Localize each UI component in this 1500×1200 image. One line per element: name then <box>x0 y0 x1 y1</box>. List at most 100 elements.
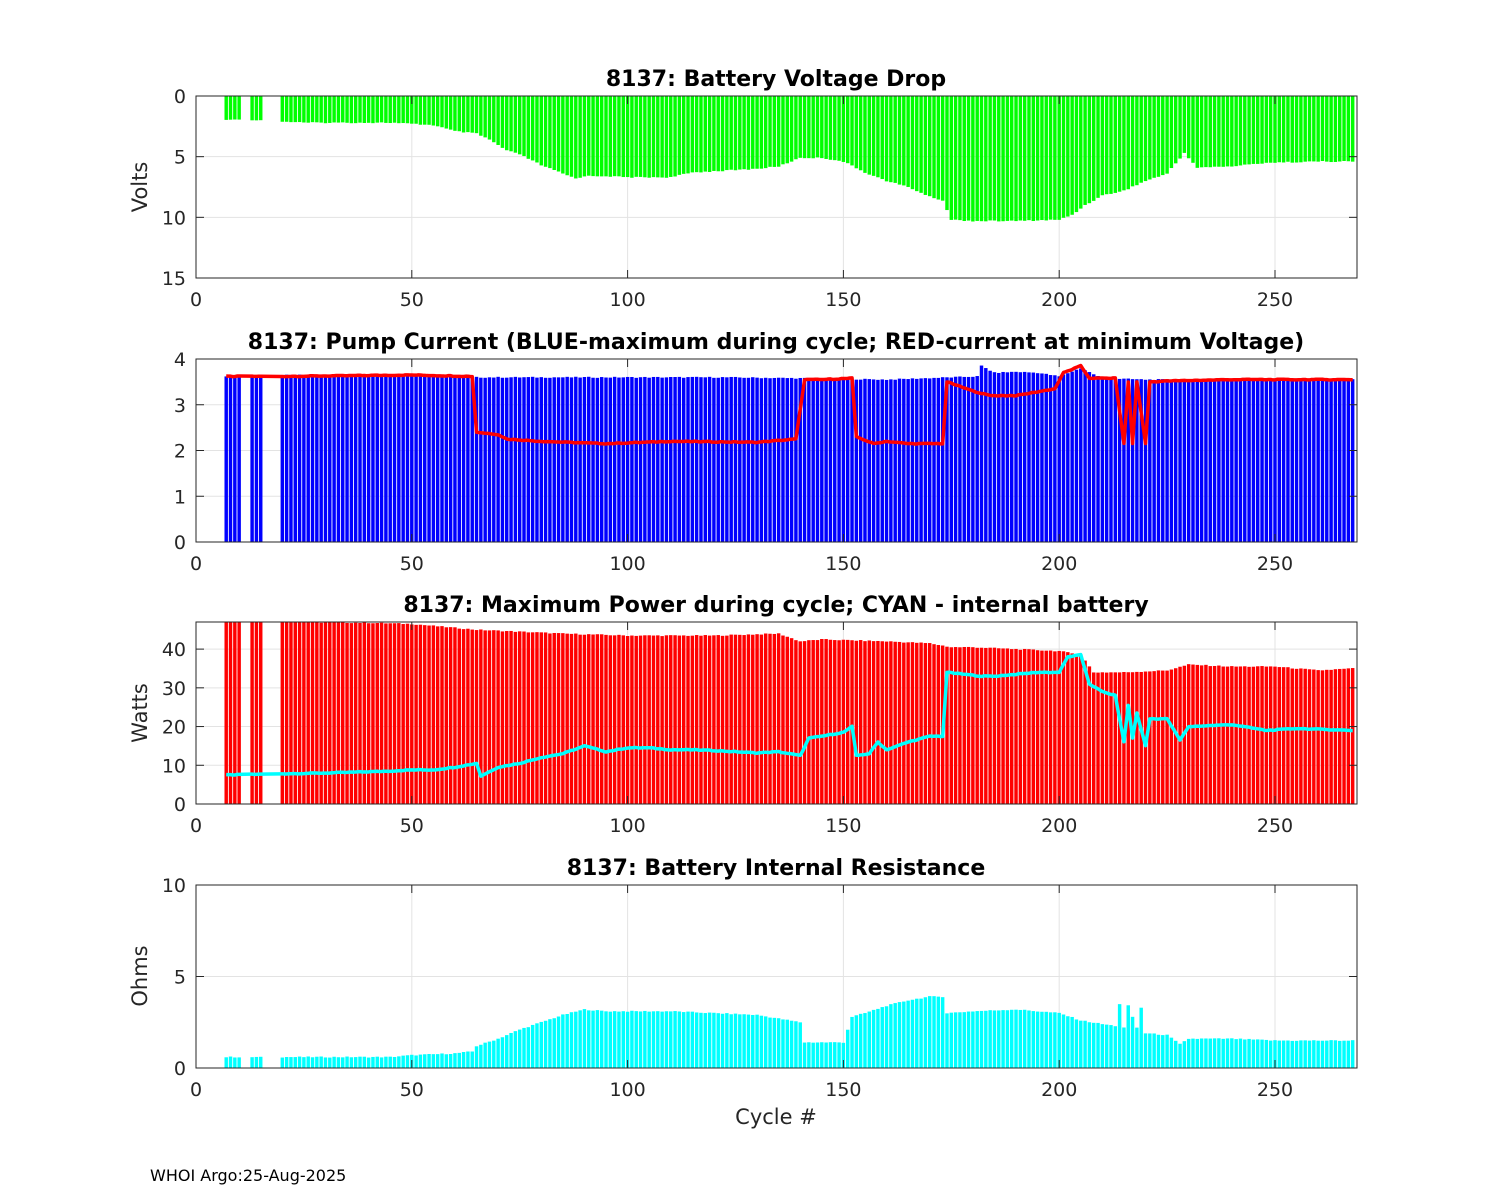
data-bar <box>1169 379 1174 542</box>
data-bar <box>388 375 392 542</box>
data-bar <box>1022 371 1027 542</box>
data-bar <box>915 998 919 1068</box>
data-bar <box>893 1003 897 1068</box>
data-bar <box>1320 379 1325 542</box>
data-bar <box>543 632 548 804</box>
data-bar <box>1148 96 1152 180</box>
data-bar <box>323 375 328 542</box>
data-bar <box>634 635 638 804</box>
data-bar <box>1212 96 1217 167</box>
data-bar <box>1268 666 1273 804</box>
data-bar <box>858 640 863 804</box>
data-bar <box>867 379 872 542</box>
data-bar <box>574 1011 578 1068</box>
data-bar <box>254 1056 259 1068</box>
data-bar <box>1169 1037 1174 1068</box>
data-bar <box>643 376 647 542</box>
data-bar <box>1191 664 1195 804</box>
data-bar <box>483 377 487 542</box>
data-bar <box>1178 666 1182 804</box>
data-bar <box>824 1042 828 1068</box>
data-bar <box>759 96 764 169</box>
data-bar <box>401 1055 405 1068</box>
data-bar <box>751 377 755 542</box>
data-bar <box>1027 649 1031 804</box>
data-bar <box>915 96 919 192</box>
data-bar <box>513 631 518 804</box>
data-bar <box>392 623 397 804</box>
data-bar <box>297 96 302 123</box>
data-bar <box>505 96 509 151</box>
data-bar <box>833 378 837 542</box>
data-bar <box>280 622 285 804</box>
data-bar <box>712 1012 716 1068</box>
data-bar <box>837 96 841 161</box>
data-bar <box>1199 96 1204 168</box>
data-bar <box>1290 96 1294 163</box>
data-bar <box>302 622 306 804</box>
data-bar <box>677 1011 682 1068</box>
y-tick-label: 5 <box>174 147 186 169</box>
marks-current <box>224 363 1355 542</box>
data-bar <box>1109 1025 1113 1068</box>
data-bar <box>664 1011 669 1068</box>
data-bar <box>556 1016 561 1068</box>
data-bar <box>1169 669 1174 804</box>
data-bar <box>716 635 720 804</box>
data-bar <box>712 96 716 171</box>
data-bar <box>742 1014 746 1068</box>
data-bar <box>492 1040 496 1068</box>
data-bar <box>548 96 552 169</box>
x-tick-label: 100 <box>609 289 645 311</box>
x-tick-label: 200 <box>1041 815 1077 837</box>
data-bar <box>509 377 513 542</box>
data-bar <box>1096 96 1100 198</box>
data-bar <box>785 378 790 542</box>
data-bar <box>1061 374 1066 542</box>
data-bar <box>1074 96 1079 213</box>
data-bar <box>1130 96 1135 187</box>
data-bar <box>401 375 405 542</box>
data-bar <box>794 378 798 542</box>
data-bar <box>845 1029 850 1068</box>
data-bar <box>949 377 954 542</box>
data-bar <box>966 1011 971 1068</box>
data-bar <box>379 1057 384 1068</box>
data-bar <box>958 647 962 804</box>
data-bar <box>686 96 690 174</box>
data-bar <box>379 622 384 804</box>
data-bar <box>1040 373 1044 542</box>
data-bar <box>962 646 966 804</box>
data-bar <box>513 376 518 542</box>
data-bar <box>612 96 617 177</box>
data-bar <box>1338 96 1342 162</box>
x-tick-label: 150 <box>825 815 861 837</box>
data-bar <box>720 635 725 804</box>
data-bar <box>522 631 526 804</box>
data-bar <box>738 377 742 542</box>
data-bar <box>401 96 405 124</box>
x-tick-label: 150 <box>825 289 861 311</box>
data-bar <box>1286 1040 1290 1068</box>
data-bar <box>323 622 328 804</box>
data-bar <box>388 623 392 804</box>
data-bar <box>1234 1039 1238 1068</box>
data-bar <box>651 635 656 804</box>
data-bar <box>1057 96 1061 220</box>
data-bar <box>604 377 608 542</box>
data-bar <box>1346 668 1351 804</box>
data-bar <box>656 1011 660 1068</box>
data-bar <box>1070 1016 1074 1068</box>
data-bar <box>634 96 638 177</box>
data-bar <box>975 376 979 542</box>
data-bar <box>565 376 569 542</box>
data-bar <box>815 378 820 542</box>
data-bar <box>1212 379 1217 542</box>
data-bar <box>341 96 345 123</box>
data-bar <box>660 636 664 804</box>
data-bar <box>828 378 833 542</box>
data-bar <box>530 632 535 804</box>
data-bar <box>1264 1039 1269 1068</box>
data-bar <box>746 634 751 804</box>
data-bar <box>530 96 535 161</box>
